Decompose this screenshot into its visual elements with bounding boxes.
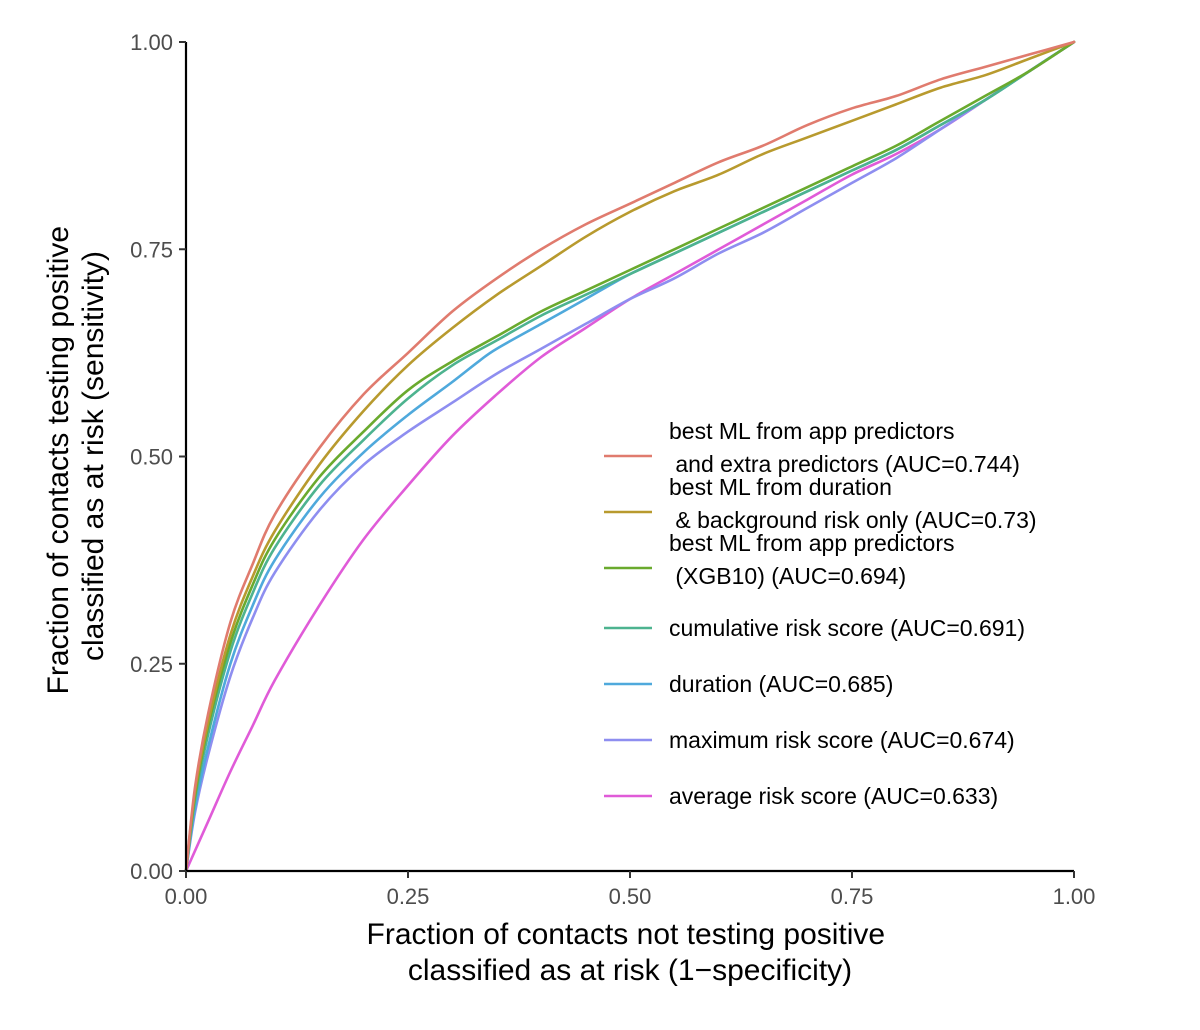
legend-item-1: best ML from app predictors and extra pr… xyxy=(604,418,1020,477)
roc-curves xyxy=(184,40,1076,873)
y-tick-label: 1.00 xyxy=(130,30,173,55)
y-axis-title-line-1: Fraction of contacts testing positive xyxy=(42,226,75,695)
legend-label: average risk score (AUC=0.633) xyxy=(669,783,998,809)
roc-curve-6 xyxy=(184,40,1076,873)
legend-item-4: cumulative risk score (AUC=0.691) xyxy=(604,615,1025,641)
plot-area: 0.00 0.25 0.50 0.75 1.00 0.00 0.25 0.50 0.75 1.0… xyxy=(130,30,1095,909)
x-tick-label: 0.25 xyxy=(387,884,430,909)
legend-item-6: maximum risk score (AUC=0.674) xyxy=(604,727,1015,753)
y-tick-label: 0.75 xyxy=(130,237,173,262)
legend-label: best ML from app predictors and extra pr… xyxy=(669,418,1020,477)
x-axis-title-line-2: classified as at risk (1−specificity) xyxy=(408,954,852,987)
legend: best ML from app predictors and extra pr… xyxy=(604,418,1037,809)
legend-label-line: best ML from duration xyxy=(669,474,892,500)
legend-label-line: maximum risk score (AUC=0.674) xyxy=(669,727,1015,753)
x-axis-ticks: 0.00 0.25 0.50 0.75 1.00 xyxy=(165,871,1096,909)
roc-curve-7 xyxy=(184,40,1076,873)
x-tick-label: 0.00 xyxy=(165,884,208,909)
x-axis-title-line-1: Fraction of contacts not testing positiv… xyxy=(367,918,886,951)
legend-label-line: best ML from app predictors xyxy=(669,530,955,556)
legend-label: maximum risk score (AUC=0.674) xyxy=(669,727,1015,753)
legend-label: duration (AUC=0.685) xyxy=(669,671,893,697)
legend-item-5: duration (AUC=0.685) xyxy=(604,671,893,697)
x-tick-label: 0.75 xyxy=(831,884,874,909)
y-tick-label: 0.25 xyxy=(130,652,173,677)
roc-curve-3 xyxy=(184,40,1076,873)
x-tick-label: 1.00 xyxy=(1053,884,1096,909)
legend-label-line: & background risk only (AUC=0.73) xyxy=(669,507,1037,533)
roc-curve-4 xyxy=(184,40,1076,873)
legend-label: best ML from duration & background risk … xyxy=(669,474,1037,533)
y-axis-title-line-2: classified as at risk (sensitivity) xyxy=(77,251,110,661)
legend-label: best ML from app predictors (XGB10) (AUC… xyxy=(669,530,955,589)
legend-item-2: best ML from duration & background risk … xyxy=(604,474,1037,533)
roc-curve-1 xyxy=(184,40,1076,873)
roc-curve-2 xyxy=(184,40,1076,873)
legend-item-3: best ML from app predictors (XGB10) (AUC… xyxy=(604,530,955,589)
legend-item-7: average risk score (AUC=0.633) xyxy=(604,783,998,809)
y-axis-ticks: 0.00 0.25 0.50 0.75 1.00 xyxy=(130,30,186,884)
legend-label-line: best ML from app predictors xyxy=(669,418,955,444)
legend-label-line: duration (AUC=0.685) xyxy=(669,671,893,697)
legend-label-line: and extra predictors (AUC=0.744) xyxy=(669,451,1020,477)
x-axis-title: Fraction of contacts not testing positiv… xyxy=(367,918,894,987)
y-tick-label: 0.50 xyxy=(130,445,173,470)
x-tick-label: 0.50 xyxy=(609,884,652,909)
legend-label: cumulative risk score (AUC=0.691) xyxy=(669,615,1025,641)
legend-label-line: (XGB10) (AUC=0.694) xyxy=(669,563,906,589)
legend-label-line: average risk score (AUC=0.633) xyxy=(669,783,998,809)
y-axis-title: Fraction of contacts testing positive cl… xyxy=(42,218,110,695)
legend-label-line: cumulative risk score (AUC=0.691) xyxy=(669,615,1025,641)
y-tick-label: 0.00 xyxy=(130,859,173,884)
